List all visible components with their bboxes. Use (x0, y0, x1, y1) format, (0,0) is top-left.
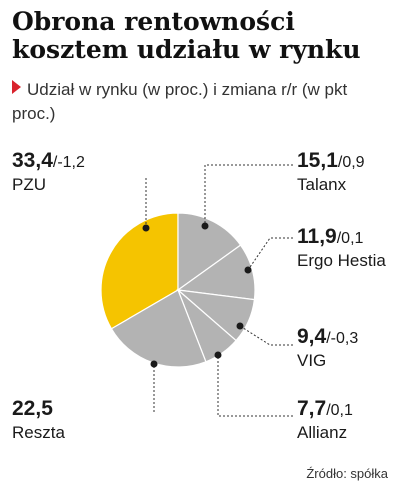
talanx-value: 15,1 (297, 149, 338, 172)
chart-subtitle: Udział w rynku (w proc.) i zmiana r/r (w… (12, 78, 392, 126)
leader-line-talanx (204, 164, 293, 226)
leader-line-vig (239, 325, 293, 346)
pzu-change: /-1,2 (52, 154, 85, 171)
chart-title: Obrona rentowności kosztem udziału w ryn… (12, 7, 361, 64)
reszta-name: Reszta (12, 423, 65, 442)
leader-dot-pzu (142, 224, 150, 232)
reszta-value: 22,5 (12, 397, 53, 420)
leader-dot-talanx (201, 222, 209, 230)
talanx-name: Talanx (297, 175, 347, 194)
label-allianz: 7,7/0,1 Allianz (297, 398, 353, 444)
label-reszta: 22,5 Reszta (12, 398, 65, 444)
leader-dot-reszta (150, 360, 158, 368)
label-talanx: 15,1/0,9 Talanx (297, 150, 365, 196)
slice-talanx (177, 212, 242, 292)
leader-line-ergo-hestia (247, 237, 293, 271)
leader-dot-allianz (214, 351, 222, 359)
leader-dot-vig (236, 322, 244, 330)
pzu-name: PZU (12, 175, 46, 194)
label-ergo-hestia: 11,9/0,1 Ergo Hestia (297, 226, 386, 272)
pzu-value: 33,4 (12, 149, 53, 172)
slice-pzu (100, 212, 179, 330)
ergo-hestia-change: /0,1 (336, 230, 364, 247)
label-pzu: 33,4/-1,2 PZU (12, 150, 85, 196)
vig-change: /-0,3 (326, 330, 359, 347)
allianz-name: Allianz (297, 423, 348, 442)
ergo-hestia-value: 11,9 (297, 225, 337, 248)
talanx-change: /0,9 (337, 154, 365, 171)
ergo-hestia-name: Ergo Hestia (297, 251, 386, 270)
label-vig: 9,4/-0,3 VIG (297, 326, 358, 372)
vig-name: VIG (297, 351, 327, 370)
vig-value: 9,4 (297, 325, 327, 348)
subtitle-text: Udział w rynku (w proc.) i zmiana r/r (w… (12, 80, 348, 123)
source-note: Źródło: spółka (306, 466, 388, 481)
leader-line-allianz (217, 355, 293, 417)
red-triangle-icon (12, 80, 21, 94)
allianz-value: 7,7 (297, 397, 327, 420)
allianz-change: /0,1 (326, 402, 353, 419)
leader-dot-ergo-hestia (244, 266, 252, 274)
